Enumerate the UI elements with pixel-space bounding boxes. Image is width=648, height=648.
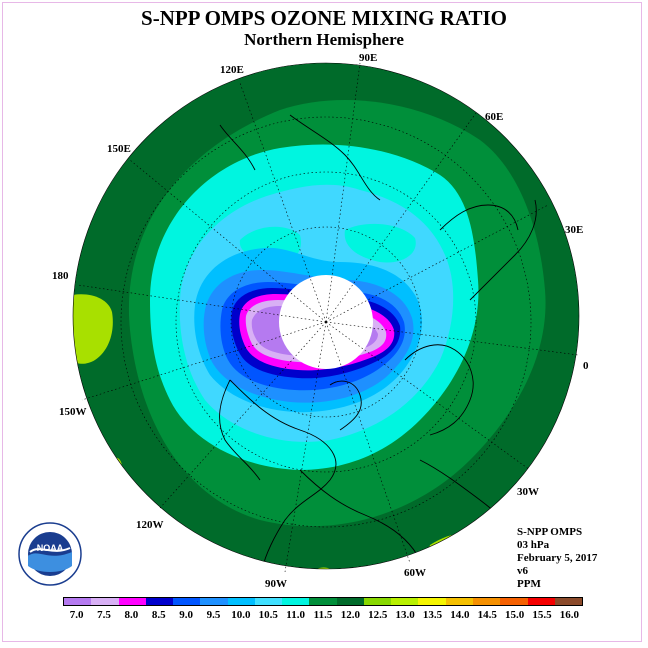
colorbar-tick-label: 14.0	[450, 609, 470, 621]
colorbar-tick-label: 10.0	[231, 609, 251, 621]
lon-label-90e: 90E	[359, 52, 378, 64]
colorbar-segment	[554, 598, 583, 605]
ozone-hole-11-b	[344, 223, 416, 263]
colorbar-segment	[391, 598, 419, 605]
colorbar-segment	[64, 598, 92, 605]
colorbar-tick-label: 12.5	[368, 609, 388, 621]
ozone-patch-12-5-west	[73, 294, 113, 364]
colorbar-tick-label: 10.5	[258, 609, 278, 621]
colorbar-tick-label: 11.5	[313, 609, 333, 621]
colorbar-segment	[472, 598, 501, 605]
info-units: PPM	[517, 578, 541, 590]
colorbar-tick-label: 13.5	[422, 609, 443, 621]
colorbar-segment	[363, 598, 392, 605]
lon-label-30e: 30E	[565, 224, 584, 236]
colorbar-segment	[227, 598, 255, 605]
lon-label-60w: 60W	[404, 567, 426, 579]
colorbar-tick-label: 14.5	[477, 609, 497, 621]
map-subtitle: Northern Hemisphere	[244, 30, 404, 49]
colorbar-tick-label: 8.0	[124, 609, 139, 621]
lon-label-180: 180	[52, 270, 69, 282]
image-frame	[2, 2, 642, 642]
colorbar-segment	[445, 598, 473, 605]
colorbar-tick-label: 15.5	[532, 609, 552, 621]
colorbar-tick-label: 8.5	[151, 609, 166, 621]
colorbar-segment	[118, 598, 146, 605]
colorbar-segment	[527, 598, 555, 605]
map-title: S-NPP OMPS OZONE MIXING RATIO	[141, 6, 507, 30]
lon-label-30w: 30W	[517, 486, 539, 498]
colorbar-segment	[418, 598, 446, 605]
lon-label-150w: 150W	[59, 406, 87, 418]
colorbar-tick-label: 15.0	[504, 609, 525, 621]
colorbar-tick-label: 11.0	[286, 609, 305, 621]
info-pressure: 03 hPa	[517, 539, 550, 551]
lon-label-60e: 60E	[485, 111, 504, 123]
noaa-logo-text: NOAA	[37, 543, 64, 553]
colorbar-segment	[200, 598, 228, 605]
meridians	[77, 62, 579, 573]
graticule	[120, 116, 532, 528]
colorbar-segment	[173, 598, 201, 605]
colorbar-segment	[282, 598, 310, 605]
info-version: v6	[517, 565, 528, 577]
lon-label-0: 0	[583, 360, 589, 372]
colorbar-segment	[500, 598, 528, 605]
colorbar-tick-label: 16.0	[559, 609, 579, 621]
colorbar-segment	[254, 598, 283, 605]
colorbar-tick-label: 7.5	[97, 609, 111, 621]
colorbar	[63, 597, 583, 606]
colorbar-segment	[309, 598, 337, 605]
lon-label-90w: 90W	[265, 578, 287, 590]
info-instrument: S-NPP OMPS	[517, 526, 583, 538]
colorbar-segment	[91, 598, 119, 605]
info-date: February 5, 2017	[517, 552, 598, 564]
noaa-logo: NOAA	[18, 522, 82, 586]
lon-label-150e: 150E	[107, 143, 131, 155]
lon-label-120w: 120W	[136, 519, 164, 531]
colorbar-segment	[145, 598, 174, 605]
colorbar-tick-label: 7.0	[69, 609, 84, 621]
lon-label-120e: 120E	[220, 64, 244, 76]
colorbar-tick-label: 9.0	[179, 609, 194, 621]
colorbar-segment	[336, 598, 364, 605]
colorbar-tick-label: 9.5	[206, 609, 221, 621]
colorbar-tick-label: 13.0	[395, 609, 415, 621]
map-boundary	[72, 62, 580, 570]
colorbar-tick-label: 12.0	[340, 609, 360, 621]
